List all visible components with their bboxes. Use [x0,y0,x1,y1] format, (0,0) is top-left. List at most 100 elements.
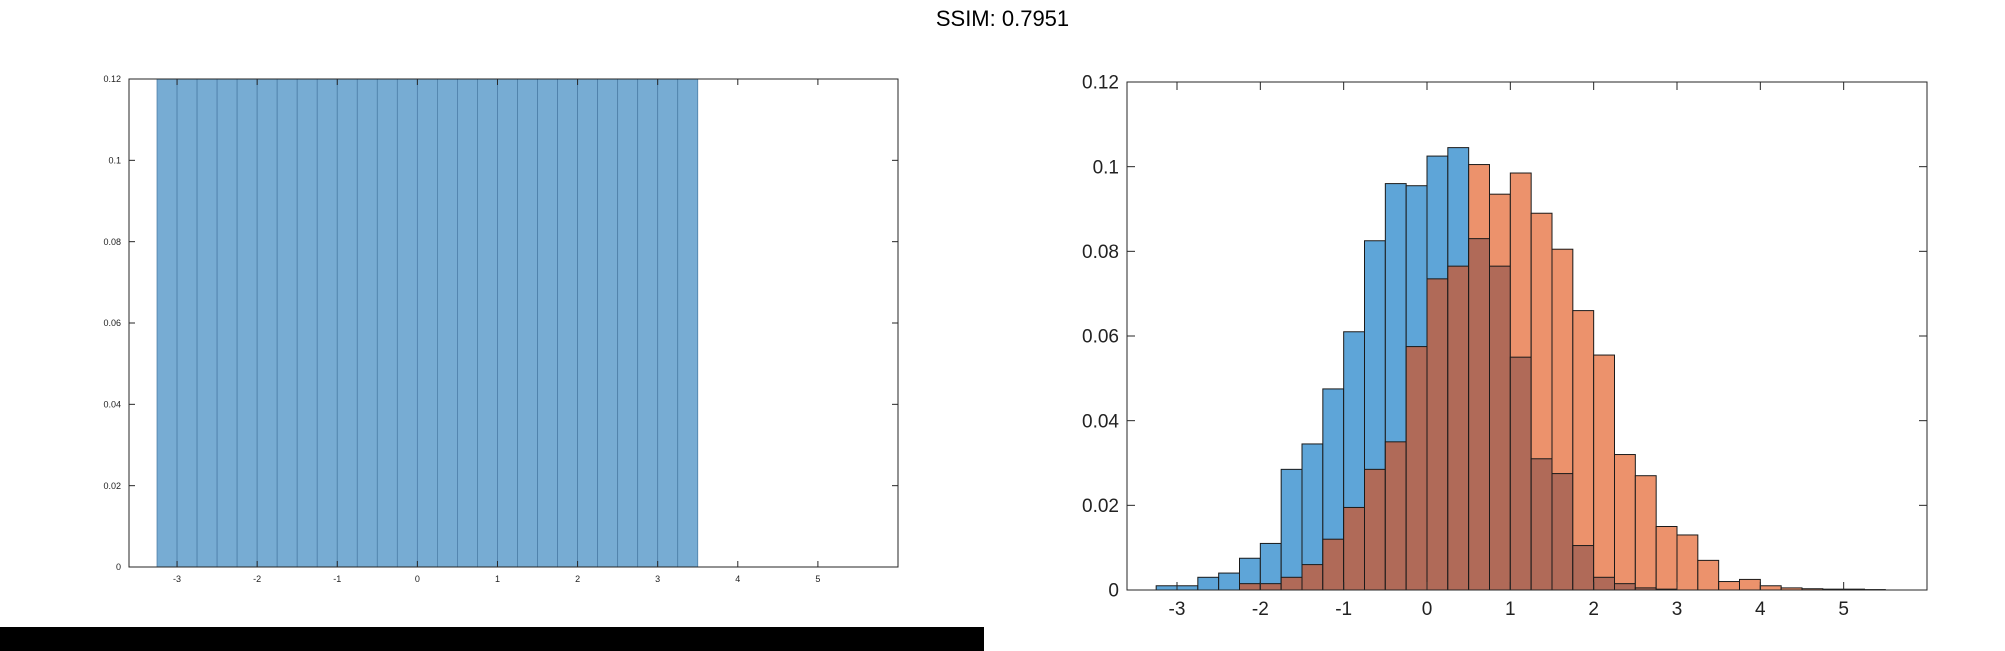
histogram-bar-overlap [1426,278,1449,591]
black-bar [0,627,984,651]
x-tick-label: 1 [1505,599,1516,620]
right-histogram: -3 -2 -1 0 1 2 3 4 5 0 0.02 0.04 0.06 0.08 0.1 0.12 [1082,73,1928,620]
histogram-bar [396,78,418,568]
histogram-bar-overlap [1468,238,1490,591]
axes-box [1126,81,1928,591]
histogram-bar [1218,572,1240,591]
histogram-bar [236,78,258,568]
x-tick-label: 4 [1755,599,1766,620]
histogram-bar [617,78,639,568]
histogram-bar [1718,581,1740,591]
histogram-bar [1593,354,1615,591]
histogram-bar [1655,526,1678,591]
y-tick-label: 0.12 [103,74,121,84]
histogram-bar-overlap [1343,506,1365,591]
x-tick-label: 0 [415,574,420,584]
histogram-bar-overlap [1322,538,1345,591]
y-tick-label: 0.08 [103,237,121,247]
x-tick-label: 5 [815,574,820,584]
y-tick-label: 0.04 [103,399,121,409]
histogram-bar [296,78,318,568]
histogram-bar-overlap [1489,265,1511,591]
histogram-bar [637,78,659,568]
x-tick-label: -1 [1335,599,1352,620]
histogram-bar [557,78,578,568]
histogram-bar [196,78,218,568]
histogram-bar [1280,468,1303,591]
axes-box [128,78,899,568]
histogram-bar-overlap [1614,583,1636,591]
histogram-bar [276,78,298,568]
histogram-bar [1176,585,1199,591]
x-tick-label: 4 [735,574,740,584]
y-tick-label: 0.02 [103,481,121,491]
x-tick-label: -2 [253,574,261,584]
histogram-bar [1697,559,1720,591]
x-tick-label: -3 [1169,599,1186,620]
histogram-bar-overlap [1364,468,1386,591]
y-tick-label: 0.08 [1082,242,1119,263]
histogram-bar [477,78,498,568]
y-tick-label: 0.1 [1093,157,1119,178]
x-tick-label: 0 [1422,599,1433,620]
histogram-bar [537,78,558,568]
y-tick-label: 0.02 [1082,496,1119,517]
page-title: SSIM: 0.7951 [935,6,1070,31]
histogram-bar [497,78,518,568]
histogram-bar [1197,576,1220,591]
histogram-bar-overlap [1239,583,1261,591]
histogram-bar [316,78,338,568]
histogram-bar [1739,578,1761,591]
y-tick-label: 0.1 [108,155,121,165]
histogram-bar [677,78,699,568]
y-tick-label: 0.04 [1082,411,1119,432]
histogram-bar [416,78,438,568]
histogram-bar-overlap [1551,473,1574,591]
histogram-bar [597,78,619,568]
x-tick-label: 2 [575,574,580,584]
histogram-bar [1614,454,1636,591]
y-tick-label: 0.06 [103,318,121,328]
x-tick-label: -3 [173,574,181,584]
histogram-bar [1259,542,1282,591]
histogram-bar [657,78,679,568]
histogram-bar [356,78,378,568]
histogram-bar [256,78,278,568]
histogram-bar [216,78,238,568]
y-tick-label: 0 [116,562,121,572]
y-tick-label: 0.12 [1082,73,1119,94]
histogram-bar [1676,534,1699,591]
histogram-bar [1155,585,1178,591]
x-tick-label: 3 [1672,599,1683,620]
histogram-bar-overlap [1384,441,1407,591]
histogram-bar-overlap [1259,583,1282,591]
x-tick-label: -2 [1252,599,1269,620]
x-tick-label: 2 [1588,599,1599,620]
histogram-bar [1634,475,1657,591]
x-tick-label: -1 [333,574,341,584]
x-tick-label: 3 [655,574,660,584]
histogram-bar [517,78,538,568]
y-tick-label: 0 [1108,581,1119,602]
histogram-bar [457,78,478,568]
histogram-bar-overlap [1301,564,1324,591]
histogram-bar-overlap [1280,576,1303,591]
histogram-bar [176,78,198,568]
histogram-bar [437,78,458,568]
histogram-bar-overlap [1509,356,1532,591]
histogram-bar [156,78,178,568]
y-tick-label: 0.06 [1082,327,1119,348]
histogram-bar [577,78,599,568]
histogram-bar-overlap [1572,545,1595,591]
histogram-bar [1759,585,1782,591]
x-tick-label: 1 [495,574,500,584]
histogram-bar-overlap [1530,458,1553,591]
left-histogram: -3 -2 -1 0 1 2 3 4 5 0 0.02 0.04 0.06 0.08 0.1 0.12 [103,74,899,584]
histogram-bar-overlap [1593,576,1615,591]
histogram-bar-overlap [1405,346,1428,591]
x-tick-label: 5 [1838,599,1849,620]
histogram-bar-overlap [1447,265,1470,591]
histogram-bar [336,78,358,568]
histogram-bar [376,78,398,568]
